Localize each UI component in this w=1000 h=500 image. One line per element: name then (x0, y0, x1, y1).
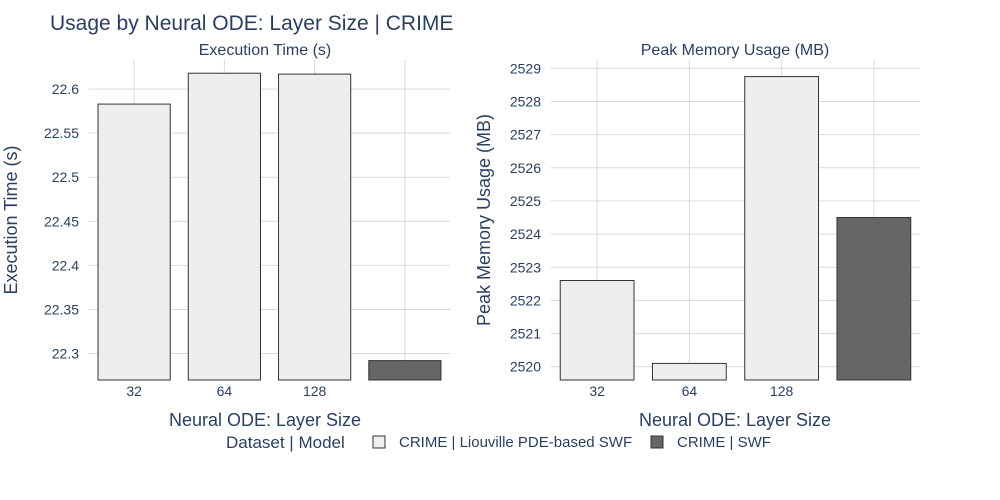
execution-time-x-axis-label: Neural ODE: Layer Size (169, 410, 361, 430)
legend-swatch-liouville (372, 435, 386, 449)
peak-memory-y-axis-label: Peak Memory Usage (MB) (474, 114, 494, 326)
execution-time-y-tick-label: 22.3 (52, 346, 79, 362)
peak-memory-bars (559, 76, 912, 381)
peak-memory-bar-swf-extra[interactable] (836, 217, 912, 381)
execution-time-x-tick-label: 32 (126, 383, 142, 399)
legend: Dataset | Model CRIME | Liouville PDE-ba… (226, 433, 771, 452)
peak-memory-y-tick-label: 2521 (510, 326, 541, 342)
execution-time-bar-swf-extra[interactable] (368, 360, 442, 381)
execution-time-x-ticks: 32 64 128 (126, 383, 326, 399)
peak-memory-y-tick-label: 2524 (510, 226, 541, 242)
execution-time-bar-liouville-128[interactable] (278, 73, 352, 381)
execution-time-y-tick-label: 22.5 (52, 169, 79, 185)
peak-memory-x-ticks: 32 64 128 (589, 383, 793, 399)
peak-memory-x-tick-label: 64 (682, 383, 698, 399)
execution-time-x-tick-label: 64 (217, 383, 233, 399)
peak-memory-y-tick-label: 2527 (510, 127, 541, 143)
peak-memory-subplot-title: Peak Memory Usage (MB) (641, 42, 830, 59)
legend-title: Dataset | Model (226, 433, 345, 452)
execution-time-y-tick-label: 22.35 (44, 301, 79, 317)
peak-memory-x-axis-label: Neural ODE: Layer Size (639, 410, 831, 430)
execution-time-bar-liouville-32[interactable] (97, 103, 171, 381)
execution-time-bars (97, 72, 442, 381)
peak-memory-y-tick-label: 2525 (510, 193, 541, 209)
peak-memory-y-tick-label: 2522 (510, 292, 541, 308)
legend-label-swf: CRIME | SWF (677, 434, 771, 451)
peak-memory-y-tick-label: 2520 (510, 359, 541, 375)
peak-memory-bar-liouville-32[interactable] (559, 280, 635, 381)
legend-label-liouville: CRIME | Liouville PDE-based SWF (399, 434, 632, 451)
execution-time-y-tick-label: 22.45 (44, 213, 79, 229)
execution-time-y-tick-label: 22.6 (52, 81, 79, 97)
peak-memory-x-tick-label: 128 (770, 383, 794, 399)
execution-time-y-tick-label: 22.4 (52, 257, 79, 273)
peak-memory-y-tick-label: 2529 (510, 60, 541, 76)
legend-swatch-swf (650, 435, 664, 449)
peak-memory-bar-liouville-64[interactable] (651, 362, 727, 381)
peak-memory-y-tick-label: 2523 (510, 259, 541, 275)
peak-memory-bar-liouville-128[interactable] (744, 76, 820, 381)
legend-item-swf[interactable]: CRIME | SWF (650, 434, 771, 451)
execution-time-x-tick-label: 128 (303, 383, 327, 399)
execution-time-panel: Execution Time (s) 22.322.3522.422.4522.… (1, 42, 450, 430)
peak-memory-panel: Peak Memory Usage (MB) 25202521252225232… (474, 42, 920, 430)
execution-time-y-ticks: 22.3 22.35 22.4 22.45 22.5 22.55 22.6 (44, 81, 79, 361)
peak-memory-y-tick-label: 2526 (510, 160, 541, 176)
peak-memory-y-ticks: 2520 2521 2522 2523 2524 2525 2526 2527 2528 2529 (510, 60, 541, 374)
execution-time-y-axis-label: Execution Time (s) (1, 145, 21, 294)
peak-memory-y-tick-label: 2528 (510, 93, 541, 109)
execution-time-y-tick-label: 22.55 (44, 125, 79, 141)
execution-time-bar-liouville-64[interactable] (187, 72, 261, 381)
execution-time-subplot-title: Execution Time (s) (199, 42, 331, 59)
figure-title: Usage by Neural ODE: Layer Size | CRIME (50, 12, 453, 35)
peak-memory-x-tick-label: 32 (589, 383, 605, 399)
legend-item-liouville[interactable]: CRIME | Liouville PDE-based SWF (372, 434, 632, 451)
